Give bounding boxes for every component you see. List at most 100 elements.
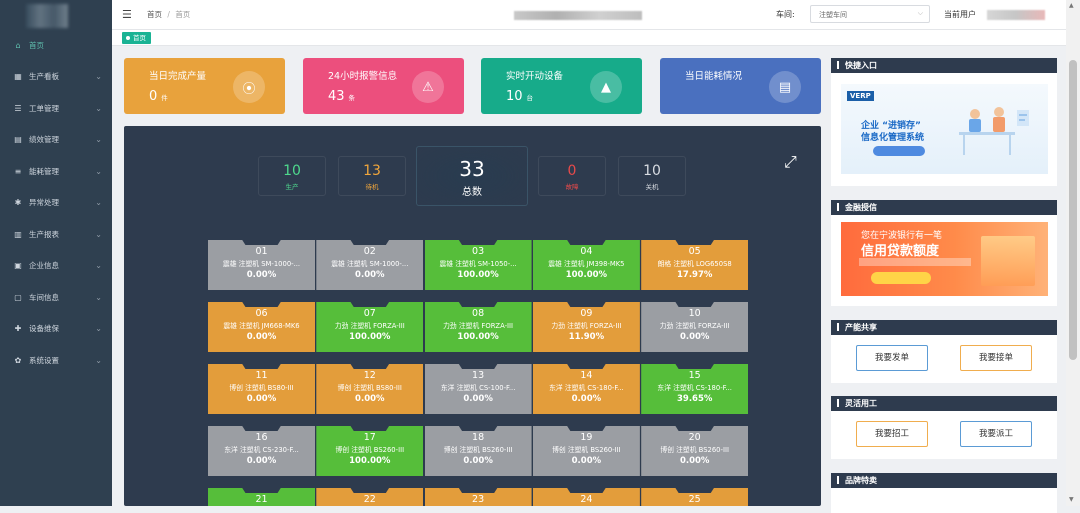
machine-number: 17 — [363, 432, 376, 443]
sidebar-item-4[interactable]: ≡ 能耗管理 ⌄ — [0, 157, 112, 185]
loan-ad-subtext — [859, 258, 971, 266]
machine-card[interactable]: 06 震雄 注塑机 JM668-MK6 0.00% — [208, 302, 315, 352]
machine-name: 朗格 注塑机 LOG650S8 — [657, 260, 732, 268]
machine-card[interactable]: 20 博创 注塑机 BS260-III 0.00% — [641, 426, 749, 476]
machine-card[interactable]: 16 东洋 注塑机 CS-230-F... 0.00% — [208, 426, 315, 476]
machine-name: 力劲 注塑机 FORZA-III — [659, 322, 730, 330]
sidebar-item-8[interactable]: ▢ 车间信息 ⌄ — [0, 283, 112, 311]
energy-icon: ≡ — [14, 166, 22, 176]
page-scrollbar[interactable]: ▲ ▼ — [1066, 0, 1080, 506]
current-user-label: 当前用户 — [944, 10, 976, 19]
machine-name: 东洋 注塑机 CS-180-F... — [657, 384, 732, 392]
office-illustration-icon — [959, 107, 1029, 155]
summary-card-0[interactable]: 当日完成产量 0 件 ⦿ — [124, 58, 285, 114]
scrollbar-thumb[interactable] — [1069, 60, 1077, 360]
machine-monitor-panel: 10 生产 13 待机 33 总数 0 故障 10 关机 ⤢ 01 震雄 注塑机 … — [124, 126, 821, 506]
machine-card[interactable]: 07 力劲 注塑机 FORZA-III 100.00% — [316, 302, 424, 352]
machine-utilization: 0.00% — [571, 394, 602, 404]
brand-title: 品牌特卖 — [845, 476, 877, 485]
machine-card[interactable]: 05 朗格 注塑机 LOG650S8 17.97% — [641, 240, 749, 290]
chevron-down-icon: ⌄ — [95, 292, 102, 302]
machine-name: 博创 注塑机 BS260-III — [443, 446, 513, 454]
send-order-button[interactable]: 我要发单 — [856, 345, 928, 371]
sidebar-item-label: 车间信息 — [29, 292, 59, 302]
machine-number: 06 — [255, 308, 268, 319]
machine-card[interactable]: 15 东洋 注塑机 CS-180-F... 39.65% — [641, 364, 749, 414]
sidebar-item-1[interactable]: ▦ 生产看板 ⌄ — [0, 63, 112, 91]
machine-card[interactable]: 13 东洋 注塑机 CS-100-F... 0.00% — [424, 364, 532, 414]
sidebar-item-3[interactable]: ▤ 绩效管理 ⌄ — [0, 126, 112, 154]
sidebar-item-5[interactable]: ✱ 异常处理 ⌄ — [0, 189, 112, 217]
sidebar-item-7[interactable]: ▣ 企业信息 ⌄ — [0, 252, 112, 280]
sidebar-item-0[interactable]: ⌂ 首页 — [0, 31, 112, 59]
home-icon: ⌂ — [15, 40, 21, 50]
machine-card[interactable]: 03 震雄 注塑机 SM-1050-... 100.00% — [424, 240, 532, 290]
workshop-select[interactable]: 注塑车间 ⌵ — [810, 5, 930, 23]
machine-number: 13 — [472, 370, 485, 381]
quick-entry-title: 快捷入口 — [845, 61, 877, 70]
breadcrumb-home[interactable]: 首页 — [147, 10, 162, 19]
tab-home[interactable]: 首页 — [122, 32, 151, 44]
brand-sale-section: 品牌特卖 — [831, 473, 1057, 513]
loan-ad-banner[interactable]: 您在宁波银行有一笔 信用贷款额度 — [841, 222, 1048, 296]
machine-card[interactable]: 21 — [208, 488, 315, 506]
loan-apply-button[interactable] — [871, 272, 931, 284]
fullscreen-icon[interactable]: ⤢ — [784, 152, 797, 171]
finance-title: 金融授信 — [845, 203, 877, 212]
machine-card[interactable]: 24 — [532, 488, 640, 506]
machine-utilization: 100.00% — [457, 332, 499, 342]
scroll-down-icon[interactable]: ▼ — [1069, 496, 1074, 503]
machine-card[interactable]: 08 力劲 注塑机 FORZA-III 100.00% — [424, 302, 532, 352]
machine-name: 博创 注塑机 BS80-III — [229, 384, 294, 392]
machine-name: 力劲 注塑机 FORZA-III — [443, 322, 514, 330]
sidebar-item-6[interactable]: ▥ 生产报表 ⌄ — [0, 220, 112, 248]
sidebar-item-9[interactable]: ✚ 设备维保 ⌄ — [0, 315, 112, 343]
summary-card-2[interactable]: 实时开动设备 10 台 ▲ — [481, 58, 642, 114]
machine-card[interactable]: 04 震雄 注塑机 JM398-MK5 100.00% — [532, 240, 640, 290]
dispatch-button[interactable]: 我要派工 — [960, 421, 1032, 447]
machine-card[interactable]: 02 震雄 注塑机 SM-1000-... 0.00% — [316, 240, 424, 290]
machine-card[interactable]: 10 力劲 注塑机 FORZA-III 0.00% — [641, 302, 749, 352]
machine-card[interactable]: 12 博创 注塑机 BS80-III 0.00% — [316, 364, 424, 414]
workshop-label: 车间: — [776, 10, 795, 19]
machine-card[interactable]: 25 — [641, 488, 749, 506]
machine-name: 震雄 注塑机 SM-1000-... — [222, 260, 301, 268]
card-title: 24小时报警信息 — [328, 71, 398, 82]
machine-card[interactable]: 23 — [424, 488, 532, 506]
stat-total-value: 33 — [459, 157, 485, 181]
chart-icon: ▲ — [590, 71, 622, 103]
summary-card-3[interactable]: 当日能耗情况 ▤ — [660, 58, 821, 114]
sidebar-item-10[interactable]: ✿ 系统设置 ⌄ — [0, 346, 112, 374]
ad-logo: VERP — [847, 91, 874, 101]
menu-toggle-icon[interactable]: ☰ — [122, 8, 132, 21]
machine-card[interactable]: 19 博创 注塑机 BS260-III 0.00% — [532, 426, 640, 476]
quick-entry-section: 快捷入口 VERP 企业 “进销存” 信息化管理系统 — [831, 58, 1057, 186]
machine-card[interactable]: 01 震雄 注塑机 SM-1000-... 0.00% — [208, 240, 315, 290]
sidebar-item-label: 设备维保 — [29, 324, 59, 333]
stat-off: 10 关机 — [618, 156, 686, 196]
erp-ad-banner[interactable]: VERP 企业 “进销存” 信息化管理系统 — [841, 84, 1048, 174]
alarm-icon: ⚠ — [412, 71, 444, 103]
machine-card[interactable]: 18 博创 注塑机 BS260-III 0.00% — [424, 426, 532, 476]
machine-card[interactable]: 14 东洋 注塑机 CS-180-F... 0.00% — [532, 364, 640, 414]
ad-action-button[interactable] — [873, 146, 925, 156]
breadcrumb: 首页 / 首页 — [147, 9, 190, 20]
scroll-up-icon[interactable]: ▲ — [1069, 2, 1074, 9]
machine-utilization: 17.97% — [676, 270, 713, 280]
receive-order-button[interactable]: 我要接单 — [960, 345, 1032, 371]
recruit-button[interactable]: 我要招工 — [856, 421, 928, 447]
machine-card[interactable]: 17 博创 注塑机 BS260-III 100.00% — [316, 426, 424, 476]
loan-ad-line-2: 信用贷款额度 — [861, 244, 940, 259]
summary-card-1[interactable]: 24小时报警信息 43 条 ⚠ — [303, 58, 464, 114]
workshop-select-value: 注塑车间 — [819, 11, 847, 19]
stat-off-value: 10 — [643, 163, 661, 179]
machine-card[interactable]: 22 — [316, 488, 424, 506]
sidebar-item-label: 绩效管理 — [29, 135, 59, 144]
sidebar-item-2[interactable]: ☰ 工单管理 ⌄ — [0, 94, 112, 122]
stat-standby-value: 13 — [363, 163, 381, 179]
machine-number: 02 — [363, 246, 376, 257]
machine-card[interactable]: 09 力劲 注塑机 FORZA-III 11.90% — [532, 302, 640, 352]
machine-number: 18 — [472, 432, 485, 443]
machine-card[interactable]: 11 博创 注塑机 BS80-III 0.00% — [208, 364, 315, 414]
